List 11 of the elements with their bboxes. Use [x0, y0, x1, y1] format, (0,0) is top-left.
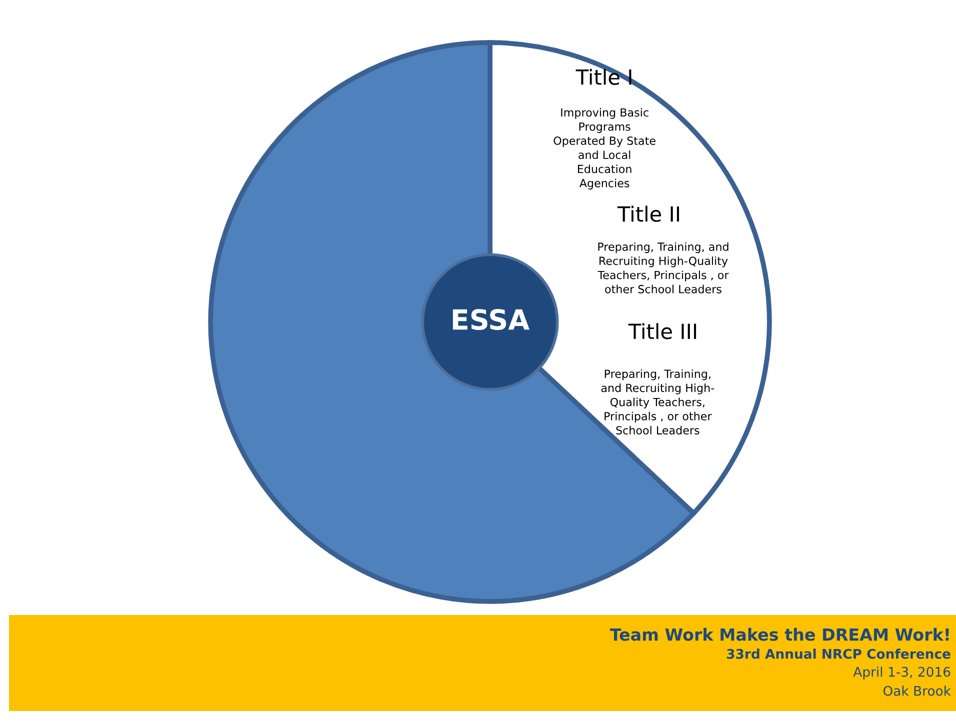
- text: Preparing, Training, and Recruiting High- Quality Teachers, Principals , or other School Leaders: [601, 369, 714, 435]
- text: Title III: [628, 323, 696, 340]
- text: Oak Brook: [883, 686, 951, 696]
- text: April 1-3, 2016: [853, 666, 950, 680]
- text: Preparing, Training, and Recruiting High-Quality Teachers, Principals , or other School Leaders: [598, 242, 729, 294]
- text: ESSA: [452, 309, 530, 330]
- text: 33rd Annual NRCP Conference: [726, 648, 950, 659]
- text: Title I: [576, 68, 632, 85]
- text: Title II: [617, 206, 679, 222]
- text: Improving Basic Programs Operated By State and Local Education Agencies: [554, 108, 656, 190]
- text: Team Work Makes the DREAM Work!: [610, 628, 949, 641]
